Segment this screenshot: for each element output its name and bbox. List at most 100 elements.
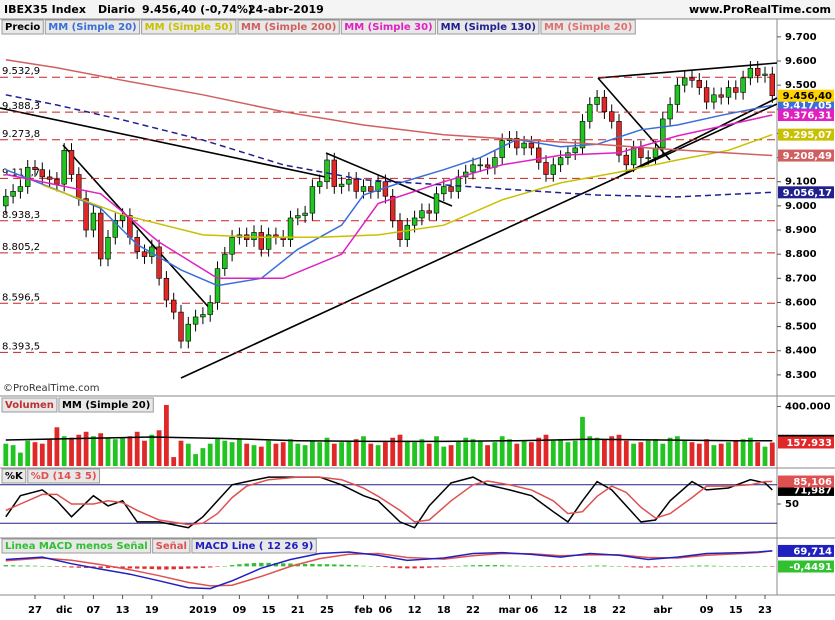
y-tick-label: 8.900: [785, 225, 817, 236]
histogram-bar: [47, 566, 52, 567]
histogram-bar: [40, 565, 45, 567]
volume-bar: [105, 437, 111, 466]
candle-body: [316, 181, 323, 187]
candle-body: [514, 137, 520, 149]
histogram-bar: [573, 566, 578, 567]
histogram-bar: [302, 563, 308, 567]
volume-bar: [499, 436, 505, 466]
candle-body: [652, 147, 659, 158]
volume-bar: [368, 443, 374, 466]
volume-bar: [251, 445, 257, 466]
site: www.ProRealTime.com: [689, 3, 831, 16]
candle-body: [419, 210, 425, 219]
level-label: 9.273,8: [2, 129, 40, 140]
histogram-bar: [281, 563, 286, 567]
candle-body: [667, 104, 673, 120]
histogram-bar: [565, 566, 571, 567]
candle-body: [601, 96, 608, 113]
legend-box: [540, 19, 636, 35]
legend-entry: %K: [5, 471, 24, 482]
legend-entry: MACD Line ( 12 26 9): [195, 541, 313, 552]
volume-bar: [434, 436, 439, 466]
y-tick-label: 8.400: [785, 346, 817, 357]
level-label: 9.113,7: [2, 167, 40, 178]
histogram-bar: [10, 565, 16, 567]
volume-bar: [514, 443, 520, 466]
volume-bar: [419, 439, 425, 466]
candle-body: [703, 87, 710, 103]
volume-bar: [543, 434, 549, 466]
volume-bar: [127, 436, 133, 466]
series-line: [5, 550, 773, 590]
histogram-bar: [419, 566, 425, 569]
histogram-bar: [54, 566, 60, 567]
x-tick-label: 22: [612, 605, 626, 616]
y-tick-label: 8.700: [785, 273, 817, 284]
value-tag: [778, 475, 834, 488]
candle-body: [535, 147, 542, 163]
histogram-bar: [135, 566, 140, 569]
volume-bar: [485, 445, 490, 466]
volume-bar: [193, 454, 198, 466]
legend-box: [44, 19, 141, 35]
value-tag-label: 157.933: [786, 438, 832, 449]
histogram-bar: [397, 566, 403, 569]
legend-entry: MM (Simple 200): [241, 22, 336, 33]
volume-bar: [696, 443, 702, 466]
candle-body: [630, 147, 637, 166]
volume-bar: [704, 439, 709, 466]
trend-line: [619, 97, 778, 177]
histogram-bar: [448, 566, 454, 567]
period: Diario: [98, 3, 136, 16]
histogram-bar: [288, 563, 293, 567]
histogram-bar: [441, 566, 446, 567]
x-tick-label: 12: [554, 605, 568, 616]
histogram-bar: [762, 566, 768, 567]
x-tick-label: 06: [378, 605, 392, 616]
volume-bar: [229, 442, 235, 466]
value-tag-label: 9.376,31: [783, 111, 832, 122]
histogram-bar: [200, 566, 206, 568]
candle-body: [543, 162, 549, 175]
x-tick-label: 09: [232, 605, 246, 616]
histogram-bar: [543, 566, 549, 567]
volume-bar: [748, 437, 753, 466]
y-tick-label: 400.000: [785, 401, 831, 412]
histogram-bar: [25, 565, 30, 567]
histogram-bar: [178, 566, 184, 570]
candle-body: [470, 164, 476, 173]
x-tick-label: 23: [758, 605, 772, 616]
volume-bar: [18, 452, 23, 466]
histogram-bar: [456, 565, 461, 567]
volume-bar: [645, 440, 651, 466]
volume-bar: [580, 416, 585, 466]
volume-bar: [222, 440, 228, 466]
histogram-bar: [733, 566, 738, 567]
volume-bar: [69, 437, 74, 466]
value-tag: [778, 89, 834, 102]
x-tick-label: 21: [291, 605, 305, 616]
candle-body: [251, 232, 257, 240]
candle-body: [32, 166, 38, 170]
candle-body: [178, 311, 184, 342]
volume-bar: [536, 437, 542, 466]
candle-body: [54, 179, 60, 185]
candle-body: [105, 236, 111, 260]
volume-bar: [302, 445, 308, 466]
volume-bar: [207, 443, 213, 466]
candle-body: [192, 316, 199, 325]
histogram-bar: [755, 566, 760, 567]
volume-bar: [675, 436, 680, 466]
histogram-bar: [514, 565, 519, 567]
candle-body: [477, 164, 483, 167]
candle-body: [521, 142, 527, 149]
quote: 9.456,40 (-0,74%): [142, 3, 253, 16]
histogram-bar: [675, 566, 680, 567]
x-tick-label: 12: [408, 605, 422, 616]
volume-bar: [164, 404, 169, 466]
value-tag: [778, 560, 834, 573]
x-tick-label: dic: [56, 605, 73, 616]
legend-box: [191, 538, 317, 554]
candle-body: [411, 217, 418, 226]
candle-body: [207, 302, 213, 315]
